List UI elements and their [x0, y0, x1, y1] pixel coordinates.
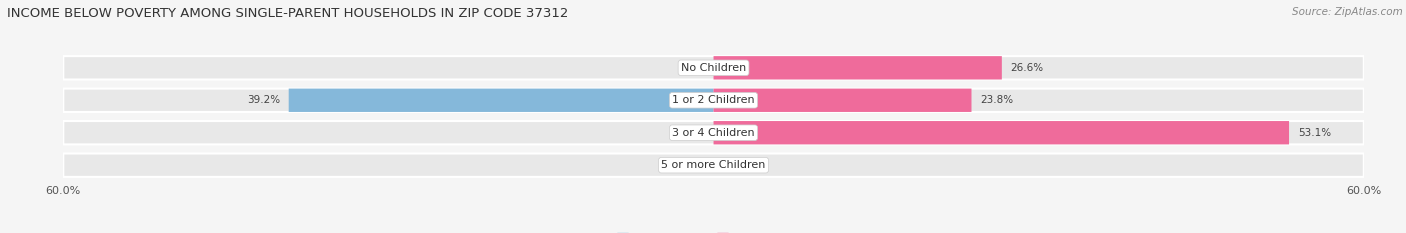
Text: 53.1%: 53.1% [1298, 128, 1331, 138]
FancyBboxPatch shape [713, 89, 972, 112]
FancyBboxPatch shape [63, 89, 1364, 112]
FancyBboxPatch shape [713, 121, 1289, 144]
FancyBboxPatch shape [713, 56, 1002, 79]
FancyBboxPatch shape [63, 121, 1364, 144]
Text: 3 or 4 Children: 3 or 4 Children [672, 128, 755, 138]
Text: 0.0%: 0.0% [679, 63, 704, 73]
Text: 0.0%: 0.0% [679, 160, 704, 170]
Text: 0.0%: 0.0% [723, 160, 748, 170]
Text: 5 or more Children: 5 or more Children [661, 160, 766, 170]
Text: No Children: No Children [681, 63, 747, 73]
Legend: Single Father, Single Mother: Single Father, Single Mother [613, 229, 814, 233]
Text: 26.6%: 26.6% [1011, 63, 1043, 73]
Text: 1 or 2 Children: 1 or 2 Children [672, 95, 755, 105]
Text: 23.8%: 23.8% [980, 95, 1014, 105]
FancyBboxPatch shape [288, 89, 713, 112]
FancyBboxPatch shape [63, 154, 1364, 177]
Text: Source: ZipAtlas.com: Source: ZipAtlas.com [1292, 7, 1403, 17]
Text: 0.0%: 0.0% [679, 128, 704, 138]
Text: INCOME BELOW POVERTY AMONG SINGLE-PARENT HOUSEHOLDS IN ZIP CODE 37312: INCOME BELOW POVERTY AMONG SINGLE-PARENT… [7, 7, 568, 20]
Text: 39.2%: 39.2% [247, 95, 280, 105]
FancyBboxPatch shape [63, 56, 1364, 79]
